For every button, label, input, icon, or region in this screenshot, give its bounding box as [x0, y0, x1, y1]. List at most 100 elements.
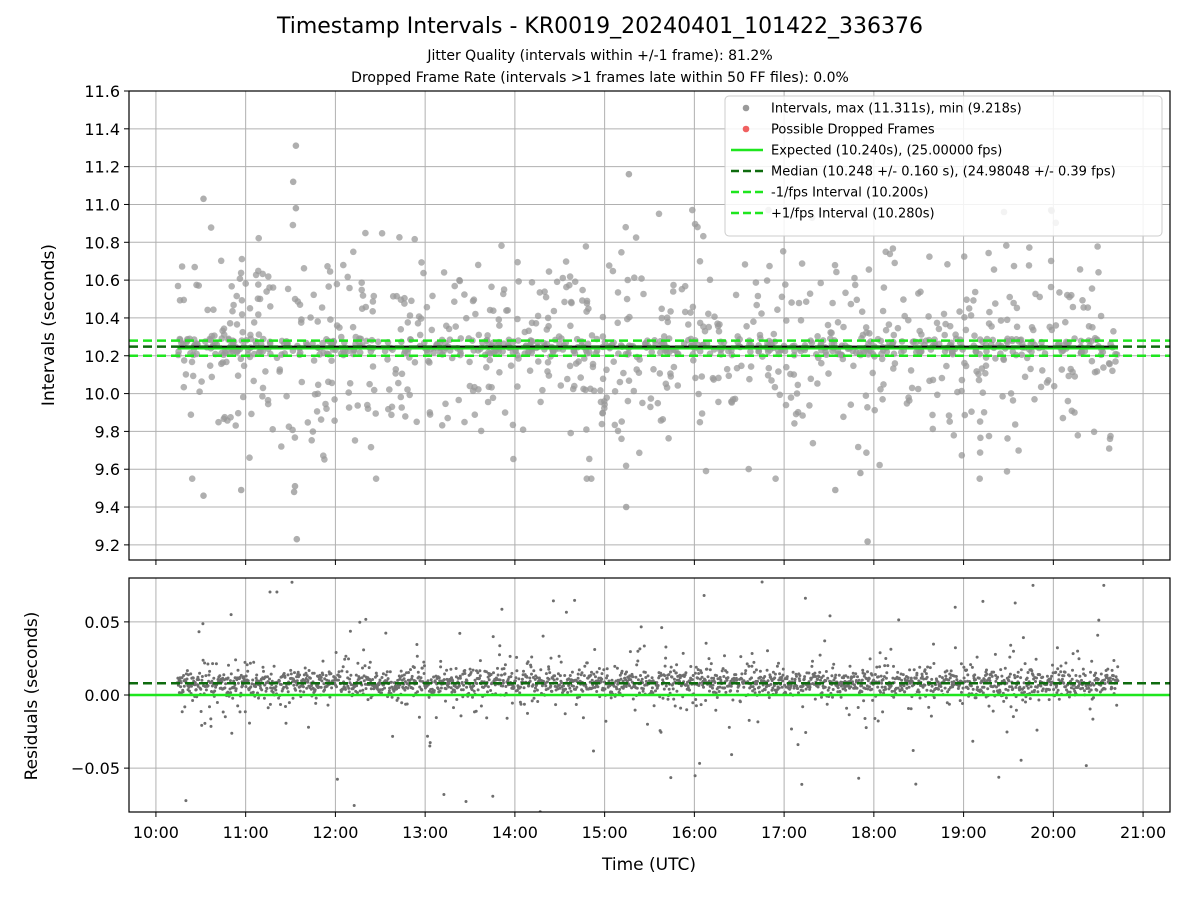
residual-point	[320, 679, 324, 683]
residual-point	[553, 674, 557, 678]
interval-point	[616, 378, 624, 386]
residual-point	[274, 685, 278, 688]
residual-point	[199, 710, 203, 713]
residual-point	[319, 675, 323, 679]
interval-point	[660, 340, 668, 348]
interval-point	[545, 268, 553, 275]
residual-point	[880, 685, 884, 689]
residual-point	[1087, 684, 1090, 687]
interval-point	[228, 283, 235, 290]
interval-point	[553, 278, 561, 286]
interval-point	[599, 375, 607, 383]
y-tick-label: 11.0	[84, 195, 120, 214]
y-tick-label: 9.6	[95, 460, 120, 479]
residual-point	[532, 696, 536, 700]
interval-point	[238, 311, 246, 318]
residual-point	[890, 689, 894, 693]
interval-point	[340, 261, 347, 269]
interval-point	[976, 418, 984, 425]
residual-point	[405, 682, 409, 685]
interval-point	[1065, 372, 1072, 380]
residual-point	[1056, 688, 1060, 692]
residual-point	[1103, 687, 1107, 691]
interval-point	[943, 362, 950, 370]
residual-point	[868, 685, 871, 689]
residual-point	[813, 697, 817, 701]
residual-point	[1111, 674, 1115, 678]
interval-point	[824, 321, 832, 329]
residual-point	[718, 685, 722, 689]
residual-point	[851, 671, 855, 675]
residual-point	[973, 673, 977, 677]
residual-point	[925, 675, 929, 679]
interval-point	[725, 347, 732, 355]
residual-point	[771, 670, 775, 674]
residual-point	[873, 673, 877, 676]
residual-point	[758, 690, 761, 694]
residual-point	[884, 657, 888, 660]
interval-point	[850, 362, 857, 370]
residual-point	[238, 710, 242, 714]
residual-point	[781, 673, 785, 677]
interval-point	[566, 273, 574, 280]
interval-point	[519, 426, 527, 434]
interval-point	[233, 321, 241, 328]
residual-point	[966, 673, 970, 677]
interval-point	[291, 434, 299, 441]
residual-point	[407, 671, 411, 674]
residual-point	[443, 672, 447, 676]
residual-point	[541, 634, 545, 638]
interval-point	[603, 366, 610, 374]
residual-point	[211, 662, 215, 666]
residual-point	[224, 682, 228, 686]
residual-point	[745, 662, 749, 666]
residual-point	[490, 681, 494, 685]
residual-point	[1076, 649, 1080, 653]
residual-point	[963, 680, 967, 684]
residual-point	[672, 677, 676, 681]
residual-point	[434, 716, 438, 720]
interval-point	[208, 373, 216, 381]
interval-point	[829, 299, 836, 307]
interval-point	[734, 333, 741, 340]
residual-point	[182, 684, 186, 688]
residual-point	[988, 676, 991, 680]
interval-point	[599, 333, 607, 340]
residual-point	[416, 670, 420, 674]
residual-point	[971, 687, 975, 691]
interval-point	[557, 382, 565, 389]
residual-point	[642, 644, 646, 648]
residual-point	[508, 654, 512, 658]
interval-point	[922, 337, 930, 345]
residual-point	[389, 680, 393, 684]
residual-point	[708, 668, 712, 672]
interval-point	[758, 310, 765, 317]
residual-point	[190, 684, 193, 688]
residual-point	[795, 684, 799, 688]
residual-point	[1002, 699, 1006, 703]
residual-point	[982, 678, 986, 682]
residual-point	[747, 664, 751, 668]
residual-point	[855, 686, 859, 690]
residual-point	[1066, 690, 1070, 694]
residual-point	[266, 675, 269, 679]
residual-point	[1055, 691, 1059, 695]
residual-point	[700, 675, 704, 679]
residual-point	[803, 596, 807, 600]
interval-point	[1000, 355, 1007, 363]
residual-point	[750, 664, 754, 668]
residual-point	[844, 674, 848, 678]
interval-point	[768, 377, 775, 384]
interval-point	[579, 286, 586, 294]
residual-point	[361, 688, 365, 692]
interval-point	[976, 475, 983, 483]
residual-point	[824, 679, 828, 683]
residual-point	[552, 678, 556, 682]
residual-point	[1045, 674, 1049, 678]
interval-point	[620, 369, 627, 377]
interval-point	[772, 475, 779, 483]
interval-point	[670, 281, 677, 289]
residual-point	[879, 674, 883, 678]
interval-point	[934, 391, 941, 399]
interval-point	[456, 277, 464, 285]
